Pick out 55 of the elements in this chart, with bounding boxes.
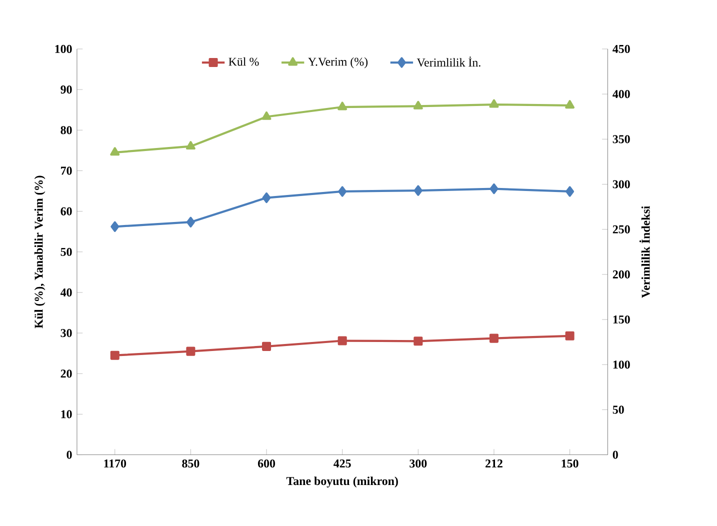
point [262,342,272,351]
y-tick-label: 60 [60,207,72,216]
point [110,146,120,156]
y2-axis-title: Verimlilik İndeksi [639,206,650,298]
y2-tick-label: 0 [612,450,618,459]
point [489,334,499,343]
point [566,186,574,197]
y-tick-label: 30 [60,328,72,337]
y2-tick-label: 150 [613,315,630,324]
y-axis-title: Kül (%), Yanabilir Verim (%) [34,176,46,328]
x-tick-label: 600 [258,459,276,468]
x-tick-label: 150 [562,459,578,468]
x-tick-label: 212 [486,459,502,468]
legend-label: Verimlilik İn. [416,56,480,66]
x-tick-label: 1170 [104,459,126,468]
y-tick-label: 20 [60,369,72,378]
point [186,346,196,356]
y2-tick-label: 100 [613,360,630,368]
point [565,331,574,340]
point [338,336,347,346]
point [565,100,575,108]
y2-tick-label: 350 [612,134,630,143]
x-tick-label: 850 [182,459,200,468]
point [414,185,422,196]
point [338,101,348,110]
point [490,183,498,194]
y-tick-label: 0 [66,450,72,459]
y-tick-label: 10 [61,410,72,418]
point [414,336,423,346]
point [186,216,195,228]
point [262,111,272,120]
point [110,221,120,232]
y-tick-label: 90 [60,85,72,94]
legend-label: Kül % [228,57,259,66]
legend-label: Y.Verim (%) [308,57,368,68]
y-tick-label: 80 [60,126,72,134]
x-axis-title: Tane boyutu (mikron) [286,476,398,488]
y2-tick-label: 300 [612,180,630,188]
y2-tick-label: 450 [612,44,630,53]
y-tick-label: 70 [61,166,72,175]
point [489,99,499,108]
y2-tick-label: 250 [612,225,630,234]
point [110,350,120,360]
y2-tick-label: 400 [612,90,630,98]
y2-tick-label: 200 [612,270,630,278]
y2-tick-label: 50 [612,405,624,414]
y-tick-label: 40 [60,288,72,296]
point [338,186,347,197]
point [186,140,196,150]
x-tick-label: 300 [410,459,427,468]
y-tick-label: 50 [60,248,72,256]
point [262,192,271,203]
point [413,100,423,110]
x-tick-label: 425 [334,459,351,468]
y-tick-label: 100 [55,44,72,53]
